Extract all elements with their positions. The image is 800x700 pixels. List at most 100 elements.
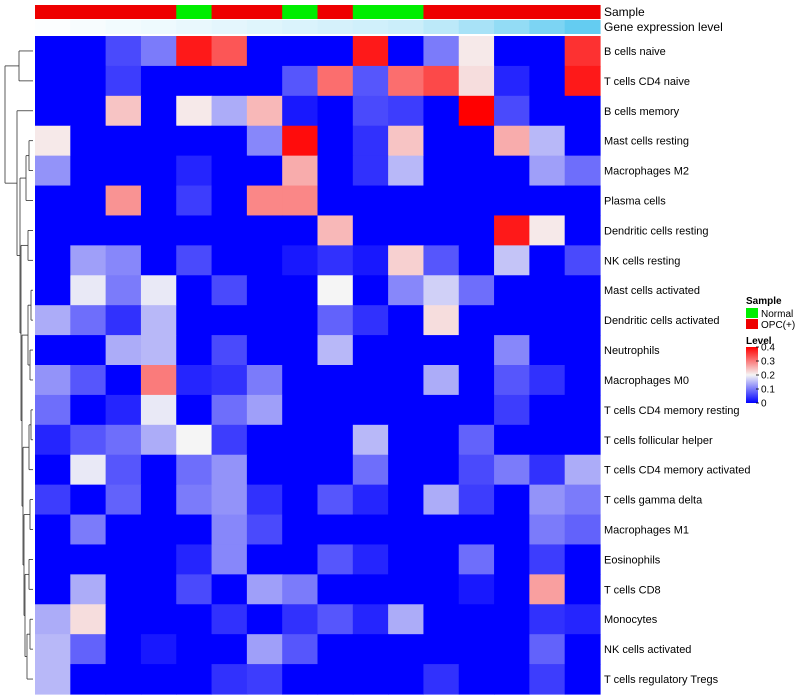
- heatmap-cell: [140, 125, 177, 157]
- heatmap-cell: [529, 36, 566, 67]
- row-label: Monocytes: [604, 614, 658, 626]
- heatmap-cell: [246, 424, 283, 456]
- gene-expression-annotation-cell: [211, 20, 248, 34]
- heatmap-cell: [564, 514, 601, 546]
- heatmap-cell: [458, 65, 495, 97]
- heatmap-cell: [529, 155, 566, 187]
- heatmap-cell: [564, 484, 601, 516]
- heatmap-cell: [35, 514, 71, 546]
- heatmap-cell: [105, 185, 142, 217]
- heatmap-cell: [458, 664, 495, 695]
- heatmap-cell: [35, 454, 71, 486]
- heatmap-cell: [564, 275, 601, 306]
- row-label: T cells CD8: [604, 584, 661, 596]
- heatmap-cell: [317, 394, 354, 426]
- heatmap-cell: [35, 65, 71, 97]
- heatmap-cell: [246, 634, 283, 665]
- sample-annotation-cell: [140, 5, 177, 19]
- heatmap-cell: [105, 365, 142, 396]
- heatmap-cell: [564, 634, 601, 665]
- heatmap-cell: [211, 65, 248, 97]
- heatmap-cell: [494, 424, 530, 456]
- heatmap-cell: [176, 36, 213, 67]
- heatmap-cell: [282, 394, 319, 426]
- heatmap-cell: [423, 95, 460, 127]
- gene-expression-annotation-cell: [564, 20, 601, 34]
- gene-expression-annotation-cell: [423, 20, 460, 34]
- heatmap-cell: [494, 185, 530, 217]
- heatmap-cell: [352, 125, 389, 157]
- row-dendrogram: [4, 50, 33, 680]
- heatmap-cell: [140, 65, 177, 97]
- heatmap-cell: [105, 36, 142, 67]
- heatmap-cell: [211, 604, 248, 635]
- heatmap-cell: [423, 454, 460, 486]
- heatmap-cell: [140, 394, 177, 426]
- sample-annotation-label: Sample: [604, 5, 645, 19]
- heatmap-cell: [388, 215, 425, 246]
- heatmap-cell: [176, 335, 213, 366]
- heatmap-cell: [388, 185, 425, 217]
- heatmap-cell: [423, 275, 460, 306]
- heatmap-cell: [211, 484, 248, 516]
- heatmap-cell: [494, 604, 530, 635]
- legend-sample-title: Sample: [746, 296, 782, 307]
- heatmap-cell: [458, 215, 495, 246]
- heatmap-cell: [388, 664, 425, 695]
- heatmap-cell: [352, 275, 389, 306]
- heatmap-cell: [105, 125, 142, 157]
- heatmap-cell: [211, 185, 248, 217]
- sample-annotation-cell: [211, 5, 248, 19]
- heatmap-cell: [317, 215, 354, 246]
- heatmap-cell: [282, 574, 319, 605]
- row-label: Dendritic cells activated: [604, 315, 720, 327]
- heatmap-cell: [388, 125, 425, 157]
- heatmap-cell: [176, 215, 213, 246]
- heatmap-cell: [529, 634, 566, 665]
- row-labels: B cells naive T cells CD4 naive B cells me…: [604, 46, 751, 686]
- heatmap-cell: [246, 185, 283, 217]
- heatmap-cell: [352, 454, 389, 486]
- heatmap-cell: [105, 574, 142, 605]
- heatmap-cell: [423, 335, 460, 366]
- row-label: T cells regulatory Tregs: [604, 674, 719, 686]
- heatmap-cell: [140, 634, 177, 665]
- heatmap-cell: [388, 634, 425, 665]
- heatmap-cell: [140, 335, 177, 366]
- row-label: Macrophages M1: [604, 525, 689, 537]
- legend-level-tick-label: 0: [761, 399, 767, 410]
- heatmap-cell: [246, 125, 283, 157]
- heatmap-cell: [35, 394, 71, 426]
- heatmap-cell: [423, 664, 460, 695]
- heatmap-cell: [176, 454, 213, 486]
- heatmap-cell: [494, 484, 530, 516]
- heatmap-cell: [176, 65, 213, 97]
- sample-annotation-cell: [246, 5, 283, 19]
- heatmap-cell: [352, 664, 389, 695]
- heatmap-cell: [105, 454, 142, 486]
- heatmap-cell: [35, 484, 71, 516]
- heatmap-cell: [35, 664, 71, 695]
- heatmap-cell: [70, 125, 107, 157]
- row-label: T cells CD4 naive: [604, 76, 690, 88]
- gene-expression-annotation-cell: [70, 20, 107, 34]
- heatmap-cell: [246, 574, 283, 605]
- heatmap-cell: [352, 65, 389, 97]
- heatmap-cell: [211, 574, 248, 605]
- gene-expression-annotation-cell: [282, 20, 319, 34]
- heatmap-cell: [494, 275, 530, 306]
- sample-annotation-cell: [388, 5, 425, 19]
- heatmap-cell: [140, 484, 177, 516]
- heatmap-cell: [282, 125, 319, 157]
- heatmap-cell: [529, 664, 566, 695]
- heatmap-cell: [246, 335, 283, 366]
- heatmap-cell: [317, 514, 354, 546]
- heatmap-cell: [352, 215, 389, 246]
- heatmap-cell: [105, 664, 142, 695]
- heatmap-cell: [35, 305, 71, 336]
- heatmap-cell: [494, 65, 530, 97]
- heatmap-cell: [388, 544, 425, 575]
- legend-sample-swatch: [746, 308, 758, 318]
- heatmap-cell: [211, 215, 248, 246]
- heatmap-cell: [140, 305, 177, 336]
